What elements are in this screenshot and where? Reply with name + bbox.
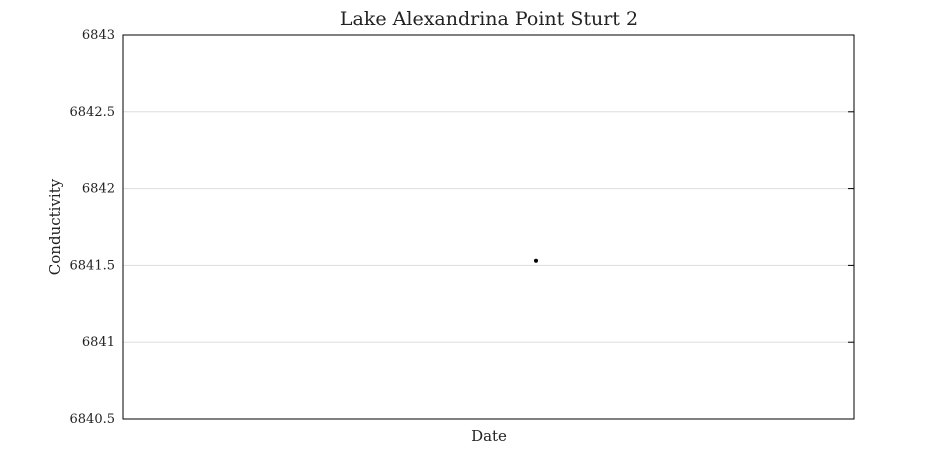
grid-lines — [123, 111, 854, 343]
y-tick-label: 6840.5 — [70, 412, 116, 427]
chart-title: Lake Alexandrina Point Sturt 2 — [340, 8, 638, 30]
y-axis-ticks: 6840.5 6841 6841.5 6842 6842.5 6843 — [70, 28, 854, 427]
y-tick-label: 6841 — [82, 335, 115, 350]
data-point — [534, 258, 538, 263]
x-axis-label: Date — [471, 427, 507, 445]
y-tick-label: 6842.5 — [70, 105, 116, 120]
y-tick-label: 6843 — [82, 28, 115, 43]
y-tick-label: 6841.5 — [70, 258, 116, 273]
y-tick-label: 6842 — [82, 182, 115, 197]
y-axis-label: Conductivity — [46, 178, 64, 275]
data-points — [534, 258, 538, 263]
plot-area — [122, 34, 855, 420]
